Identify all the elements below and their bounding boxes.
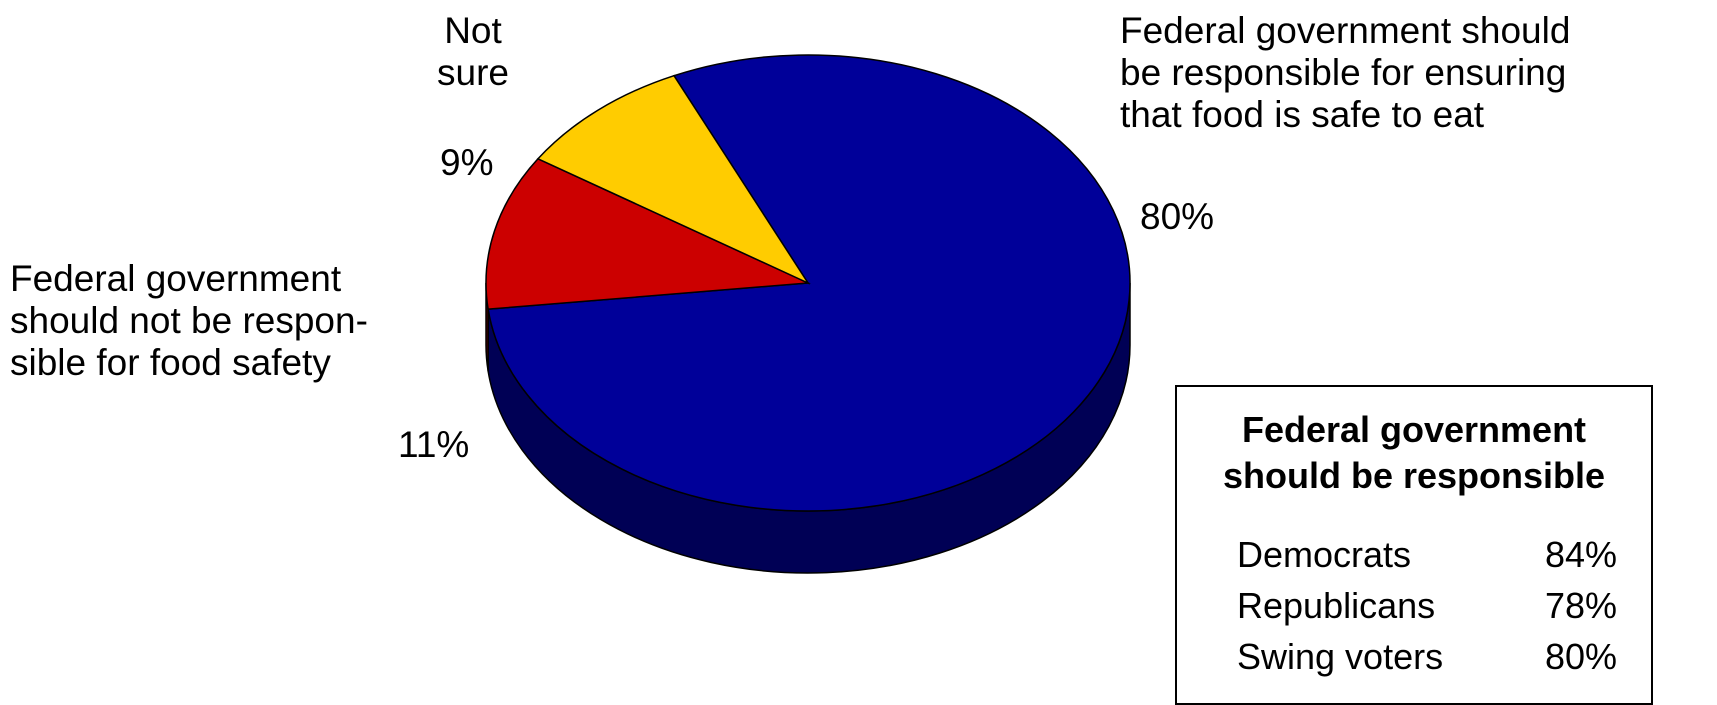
party-breakdown-rows: Democrats 84% Republicans 78% Swing vote… bbox=[1237, 529, 1617, 682]
party-row-democrats: Democrats 84% bbox=[1237, 529, 1617, 580]
party-value: 84% bbox=[1545, 529, 1617, 580]
party-value: 78% bbox=[1545, 580, 1617, 631]
slice-label-not-sure: Not sure bbox=[437, 10, 509, 94]
party-row-republicans: Republicans 78% bbox=[1237, 580, 1617, 631]
pie-tops bbox=[486, 55, 1130, 511]
slice-percent-federal-not-responsible: 11% bbox=[398, 424, 469, 466]
slice-label-federal-responsible: Federal government should be responsible… bbox=[1120, 10, 1570, 136]
party-row-swing-voters: Swing voters 80% bbox=[1237, 631, 1617, 682]
party-breakdown-box: Federal government should be responsible… bbox=[1175, 385, 1653, 705]
party-name: Democrats bbox=[1237, 529, 1411, 580]
slice-label-federal-not-responsible: Federal government should not be respon-… bbox=[10, 258, 368, 384]
party-value: 80% bbox=[1545, 631, 1617, 682]
party-name: Republicans bbox=[1237, 580, 1435, 631]
party-breakdown-title: Federal government should be responsible bbox=[1177, 407, 1651, 499]
slice-percent-federal-responsible: 80% bbox=[1140, 196, 1214, 238]
slice-percent-not-sure: 9% bbox=[440, 142, 493, 184]
party-name: Swing voters bbox=[1237, 631, 1443, 682]
